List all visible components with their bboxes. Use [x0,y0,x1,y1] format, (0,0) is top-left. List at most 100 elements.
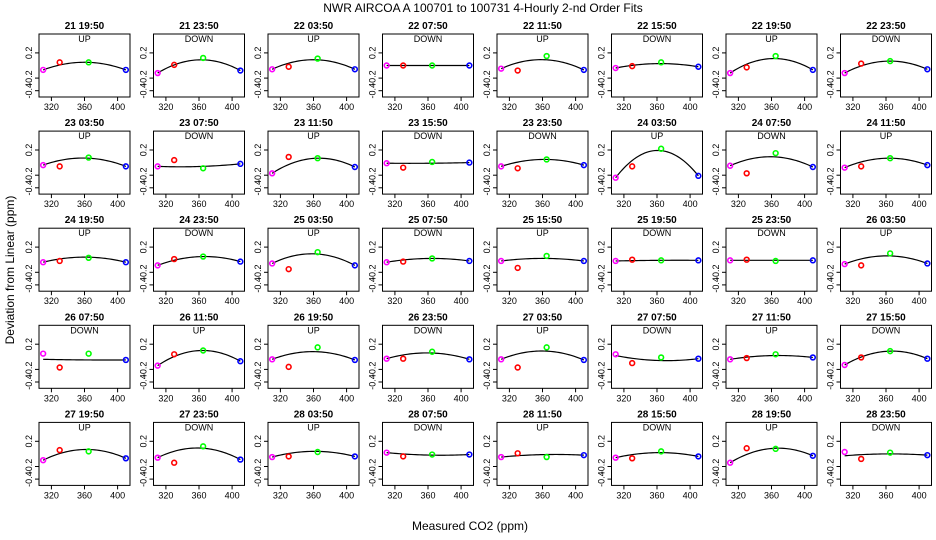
fit-curve [271,253,356,266]
y-tick-label: -0.4 [24,374,34,390]
y-tick-label: -0.4 [597,277,607,293]
y-tick-label: 0.2 [368,144,378,157]
data-point [809,163,817,171]
y-tick-label: 0.2 [253,241,263,254]
y-tick-label: -0.2 [368,70,378,86]
panel-direction: DOWN [643,422,672,432]
panel: 24 19:50 UP 0.2 -0.2-0.4 320 360 400 [24,215,131,306]
x-tick-label: 360 [306,102,321,112]
data-point [514,450,521,457]
y-tick-label: 0.2 [482,47,492,60]
data-point [39,66,47,74]
data-point [841,260,848,268]
y-tick-label: -0.2 [482,459,492,475]
fit-curve [844,60,928,74]
panel-direction: DOWN [872,422,901,432]
data-point [772,351,779,358]
y-tick-label: -0.4 [253,374,263,390]
x-tick-label: 360 [191,199,206,209]
data-point [85,254,92,262]
fit-curve [42,256,127,263]
data-point [612,174,619,181]
data-point [497,65,505,72]
data-point [612,454,619,461]
x-tick-label: 400 [225,393,240,403]
y-tick-label: -0.4 [24,471,34,487]
fit-curve [386,452,470,456]
y-tick-label: -0.2 [139,70,149,86]
data-point [237,358,244,365]
fit-curve [844,157,928,169]
x-tick-label: 360 [878,393,893,403]
y-tick-label: -0.2 [482,167,492,183]
data-point [85,154,92,161]
y-tick-label: -0.4 [826,374,836,390]
data-point [628,455,636,462]
x-tick-label: 360 [878,199,893,209]
x-tick-label: 320 [387,199,402,209]
data-point [695,355,702,362]
data-point [580,161,588,169]
panel-direction: UP [651,131,664,141]
data-point [857,262,865,269]
x-tick-label: 400 [568,490,583,500]
data-point [170,459,178,466]
x-tick-label: 320 [158,296,173,306]
data-point [695,172,702,180]
panel: 24 11:50 UP 0.2 -0.2-0.4 320 360 400 [826,118,932,209]
data-point [466,451,473,458]
panel: 27 11:50 UP 0.2 -0.2-0.4 320 360 400 [711,312,818,403]
fit-curve [386,257,470,263]
x-tick-label: 400 [683,102,698,112]
x-tick-label: 360 [764,490,779,500]
data-point [39,161,47,169]
y-tick-label: -0.4 [24,180,34,196]
panel-direction: DOWN [757,131,786,141]
data-point [543,453,550,461]
y-tick-label: 0.2 [24,241,34,254]
panel-title: 23 23:50 [523,118,563,129]
panel-direction: UP [78,131,91,141]
x-tick-label: 400 [797,393,812,403]
x-tick-label: 320 [273,296,288,306]
x-tick-label: 320 [616,102,631,112]
x-tick-label: 400 [110,296,125,306]
panel-direction: UP [880,131,893,141]
x-tick-label: 360 [649,393,664,403]
data-point [612,351,619,358]
data-point [743,354,750,362]
data-point [399,355,407,362]
panel: 22 03:50 UP 0.2 -0.2-0.4 320 360 400 [253,21,360,112]
y-tick-label: -0.4 [139,180,149,196]
x-tick-label: 400 [683,199,698,209]
panel-title: 28 03:50 [294,409,334,420]
x-tick-label: 360 [764,296,779,306]
data-point [314,344,321,351]
panel: 25 23:50 DOWN 0.2 -0.2-0.4 320 360 400 [711,215,818,306]
x-tick-label: 360 [764,393,779,403]
fit-curve [501,257,584,262]
panel-direction: UP [307,422,320,432]
panel-direction: DOWN [414,325,443,335]
x-tick-label: 400 [912,102,927,112]
x-tick-label: 320 [158,102,173,112]
y-tick-label: -0.4 [597,83,607,99]
panel: 25 07:50 DOWN 0.2 -0.2-0.4 320 360 400 [368,215,474,306]
y-tick-label: -0.2 [826,459,836,475]
y-tick-label: -0.4 [482,277,492,293]
y-tick-label: -0.4 [482,180,492,196]
panel-title: 22 19:50 [752,21,792,32]
data-point [237,258,244,265]
x-tick-label: 360 [878,102,893,112]
panel-direction: DOWN [757,228,786,238]
y-tick-label: -0.2 [24,459,34,475]
y-tick-label: -0.4 [253,180,263,196]
data-point [841,361,848,369]
y-tick-label: -0.2 [597,70,607,86]
data-point [466,356,473,363]
panel: 28 07:50 DOWN 0.2 -0.2-0.4 320 360 400 [368,409,474,500]
fit-curve [271,351,356,361]
data-point [285,265,292,273]
x-tick-label: 400 [683,393,698,403]
x-tick-label: 320 [273,393,288,403]
